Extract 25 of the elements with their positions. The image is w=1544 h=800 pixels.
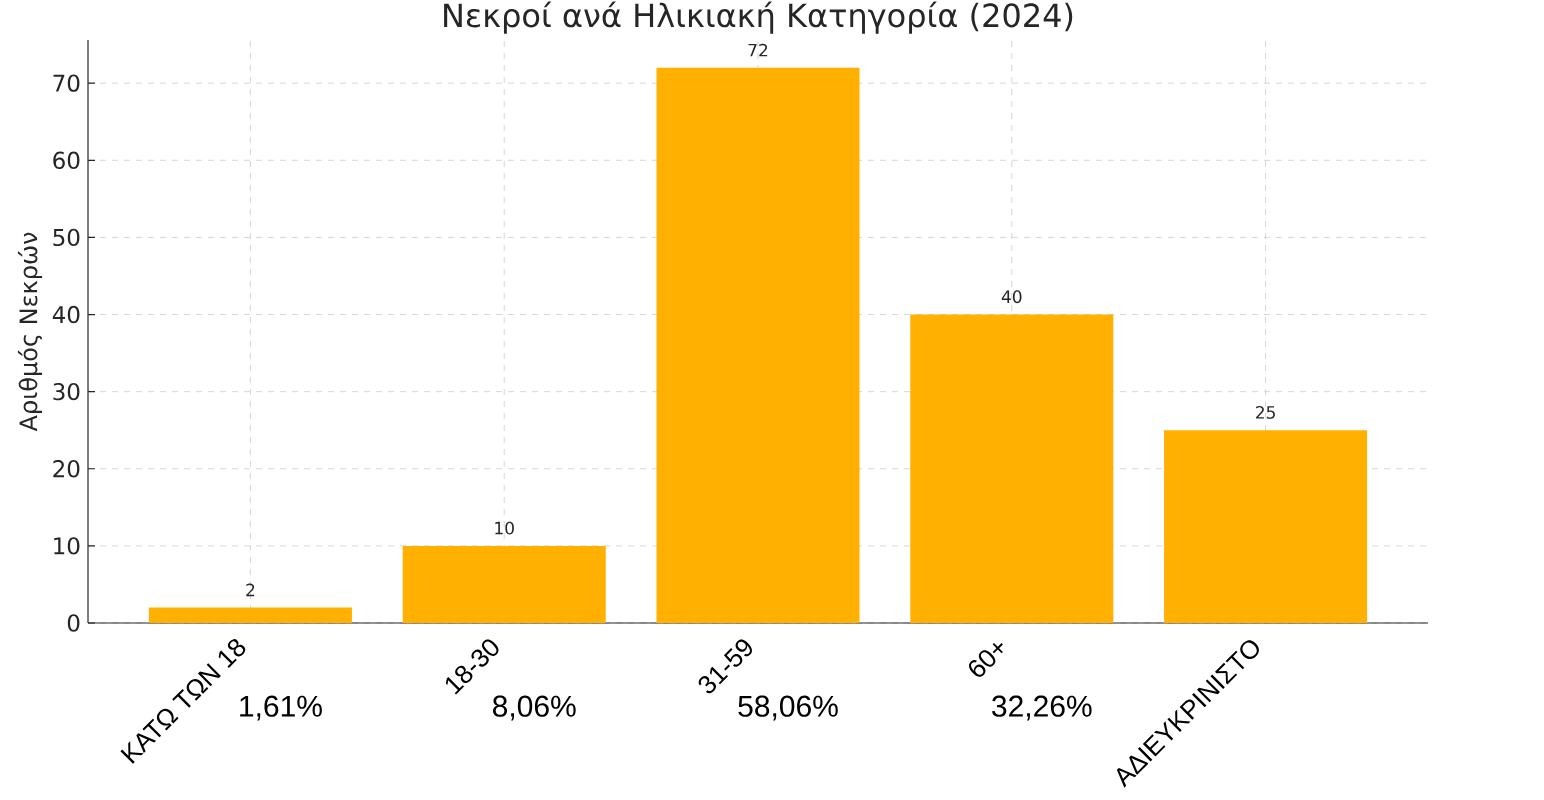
y-tick-label: 60 (53, 151, 80, 169)
bar (1164, 430, 1368, 623)
data-label: 10 (495, 521, 514, 535)
bar (402, 545, 606, 623)
y-axis-title: Αριθμός Νεκρών (17, 232, 43, 432)
y-tick-label: 50 (53, 228, 80, 247)
bar (148, 607, 352, 623)
data-label: 40 (1001, 290, 1022, 304)
y-tick-label: 20 (53, 460, 80, 478)
data-label: 25 (1256, 405, 1275, 419)
bar (910, 314, 1114, 623)
y-tick-label: 40 (52, 305, 80, 324)
data-label: 2 (246, 583, 255, 597)
chart-title: Νεκροί ανά Ηλικιακή Κατηγορία (2024) (444, 1, 1073, 34)
y-tick-label: 10 (54, 537, 80, 555)
text: 8,06% (493, 695, 576, 721)
y-tick-label: 30 (53, 382, 80, 401)
text: 32,26% (992, 695, 1092, 721)
bar (656, 67, 860, 623)
x-tick-label: 60+ (969, 643, 1003, 677)
text: 1,61% (240, 695, 322, 721)
text: 58,06% (738, 695, 838, 721)
data-label: 72 (748, 43, 768, 57)
y-tick-label: 70 (53, 74, 80, 92)
y-tick-label: 0 (67, 614, 80, 632)
